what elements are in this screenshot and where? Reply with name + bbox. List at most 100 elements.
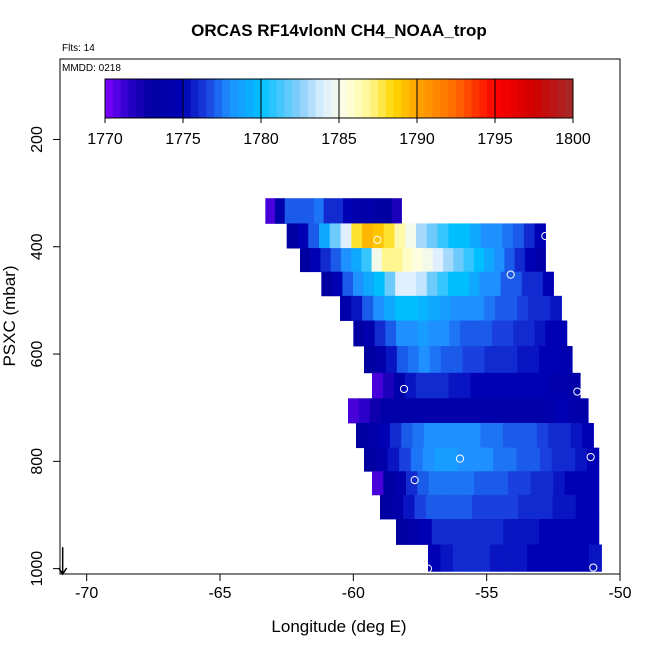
heatmap-cell xyxy=(574,519,588,545)
heatmap-cell xyxy=(265,198,276,224)
heatmap-cell xyxy=(351,248,362,273)
heatmap-cell xyxy=(559,422,572,449)
heatmap-cell xyxy=(395,271,407,297)
x-axis-label: Longitude (deg E) xyxy=(271,617,406,636)
heatmap-cell xyxy=(550,346,562,374)
heatmap-cell xyxy=(426,372,439,399)
heatmap-cell xyxy=(521,271,533,297)
heatmap-cell xyxy=(511,271,523,297)
heatmap-cell xyxy=(555,398,567,424)
heatmap-cell xyxy=(544,398,556,424)
colorbar-segment xyxy=(159,79,168,118)
colorbar: 1770 1775 1780 1785 1790 1795 1800 xyxy=(87,78,591,148)
heatmap-cell xyxy=(404,372,417,399)
heatmap-cell xyxy=(496,471,509,496)
colorbar-segment xyxy=(237,79,246,118)
heatmap-cell xyxy=(297,223,309,249)
heatmap-cell xyxy=(372,471,384,496)
colorbar-segment xyxy=(175,79,184,118)
heatmap-cell xyxy=(391,198,402,224)
heatmap-cell xyxy=(364,320,376,347)
colorbar-tick-label: 1785 xyxy=(321,131,357,148)
heatmap-cell xyxy=(514,544,528,572)
colorbar-segment xyxy=(190,79,200,118)
heatmap-cell xyxy=(508,471,520,496)
colorbar-segment xyxy=(284,79,293,118)
heatmap-cell xyxy=(534,320,546,347)
heatmap-cell xyxy=(545,320,557,347)
heatmap-cell xyxy=(455,519,469,545)
colorbar-segment xyxy=(557,79,566,118)
x-tick-label: -65 xyxy=(208,585,231,602)
heatmap-cell xyxy=(457,447,471,472)
colorbar-segment xyxy=(440,79,449,118)
colorbar-segment xyxy=(276,79,285,118)
plot-frame xyxy=(59,58,621,575)
heatmap-cell xyxy=(469,223,482,249)
colorbar-segment xyxy=(448,79,457,118)
heatmap-cell xyxy=(516,447,529,472)
heatmap-cell xyxy=(479,519,492,545)
colorbar-segment xyxy=(346,79,356,118)
heatmap-cell xyxy=(374,271,386,297)
heatmap-cell xyxy=(440,544,454,572)
heatmap-cell xyxy=(577,398,589,424)
heatmap-cell xyxy=(343,198,354,224)
heatmap-cell xyxy=(511,398,524,424)
heatmap-cell xyxy=(457,398,469,424)
colorbar-tick-label: 1800 xyxy=(555,131,591,148)
heatmap-cell xyxy=(468,398,480,424)
heatmap-cell xyxy=(547,372,559,399)
heatmap-cell xyxy=(413,398,425,424)
mmdd-label: MMDD: 0218 xyxy=(62,63,121,74)
heatmap-cell xyxy=(564,471,577,496)
heatmap-cell xyxy=(535,248,546,273)
heatmap-cell xyxy=(556,320,568,347)
colorbar-segment xyxy=(401,79,410,118)
colorbar-segment xyxy=(292,79,301,118)
colorbar-segment xyxy=(409,79,418,118)
heatmap-cell xyxy=(534,223,546,249)
x-tick-label: -70 xyxy=(75,585,98,602)
y-tick-label: 800 xyxy=(29,448,46,475)
heatmap-cell xyxy=(393,372,406,399)
heatmap-cell xyxy=(558,372,570,399)
colorbar-segment xyxy=(479,79,488,118)
heatmap-cell xyxy=(523,223,536,249)
heatmap-cell xyxy=(382,372,395,399)
heatmap-cell xyxy=(417,471,430,496)
heatmap-cell xyxy=(492,320,504,347)
data-point xyxy=(399,384,409,394)
heatmap-cell xyxy=(561,346,573,374)
heatmap-cells xyxy=(265,198,602,572)
heatmap-cell xyxy=(396,346,409,374)
heatmap-cell xyxy=(320,248,332,273)
colorbar-segment xyxy=(502,79,512,118)
heatmap-cell xyxy=(503,519,516,545)
heatmap-cell xyxy=(451,471,464,496)
colorbar-segment xyxy=(323,79,332,118)
colorbar-segment xyxy=(510,79,519,118)
heatmap-cell xyxy=(462,346,475,374)
heatmap-cell xyxy=(469,447,482,472)
heatmap-cell xyxy=(491,519,504,545)
y-axis-label: PSXC (mbar) xyxy=(0,265,19,366)
colorbar-tick-label: 1795 xyxy=(477,131,513,148)
heatmap-cell xyxy=(362,223,374,249)
x-tick-label: -55 xyxy=(475,585,498,602)
heatmap-cell xyxy=(542,471,554,496)
data-point xyxy=(589,563,598,572)
heatmap-cell xyxy=(515,519,528,545)
heatmap-cell xyxy=(468,271,481,297)
heatmap-cell xyxy=(428,471,441,496)
heatmap-cell xyxy=(506,346,518,374)
heatmap-cell xyxy=(539,519,552,545)
heatmap-cell xyxy=(460,494,473,520)
heatmap-cell xyxy=(533,398,545,424)
heatmap-cell xyxy=(484,248,495,273)
heatmap-cell xyxy=(465,544,479,572)
heatmap-cell xyxy=(541,494,554,520)
heatmap-cell xyxy=(490,271,502,297)
colorbar-segment xyxy=(463,79,473,118)
